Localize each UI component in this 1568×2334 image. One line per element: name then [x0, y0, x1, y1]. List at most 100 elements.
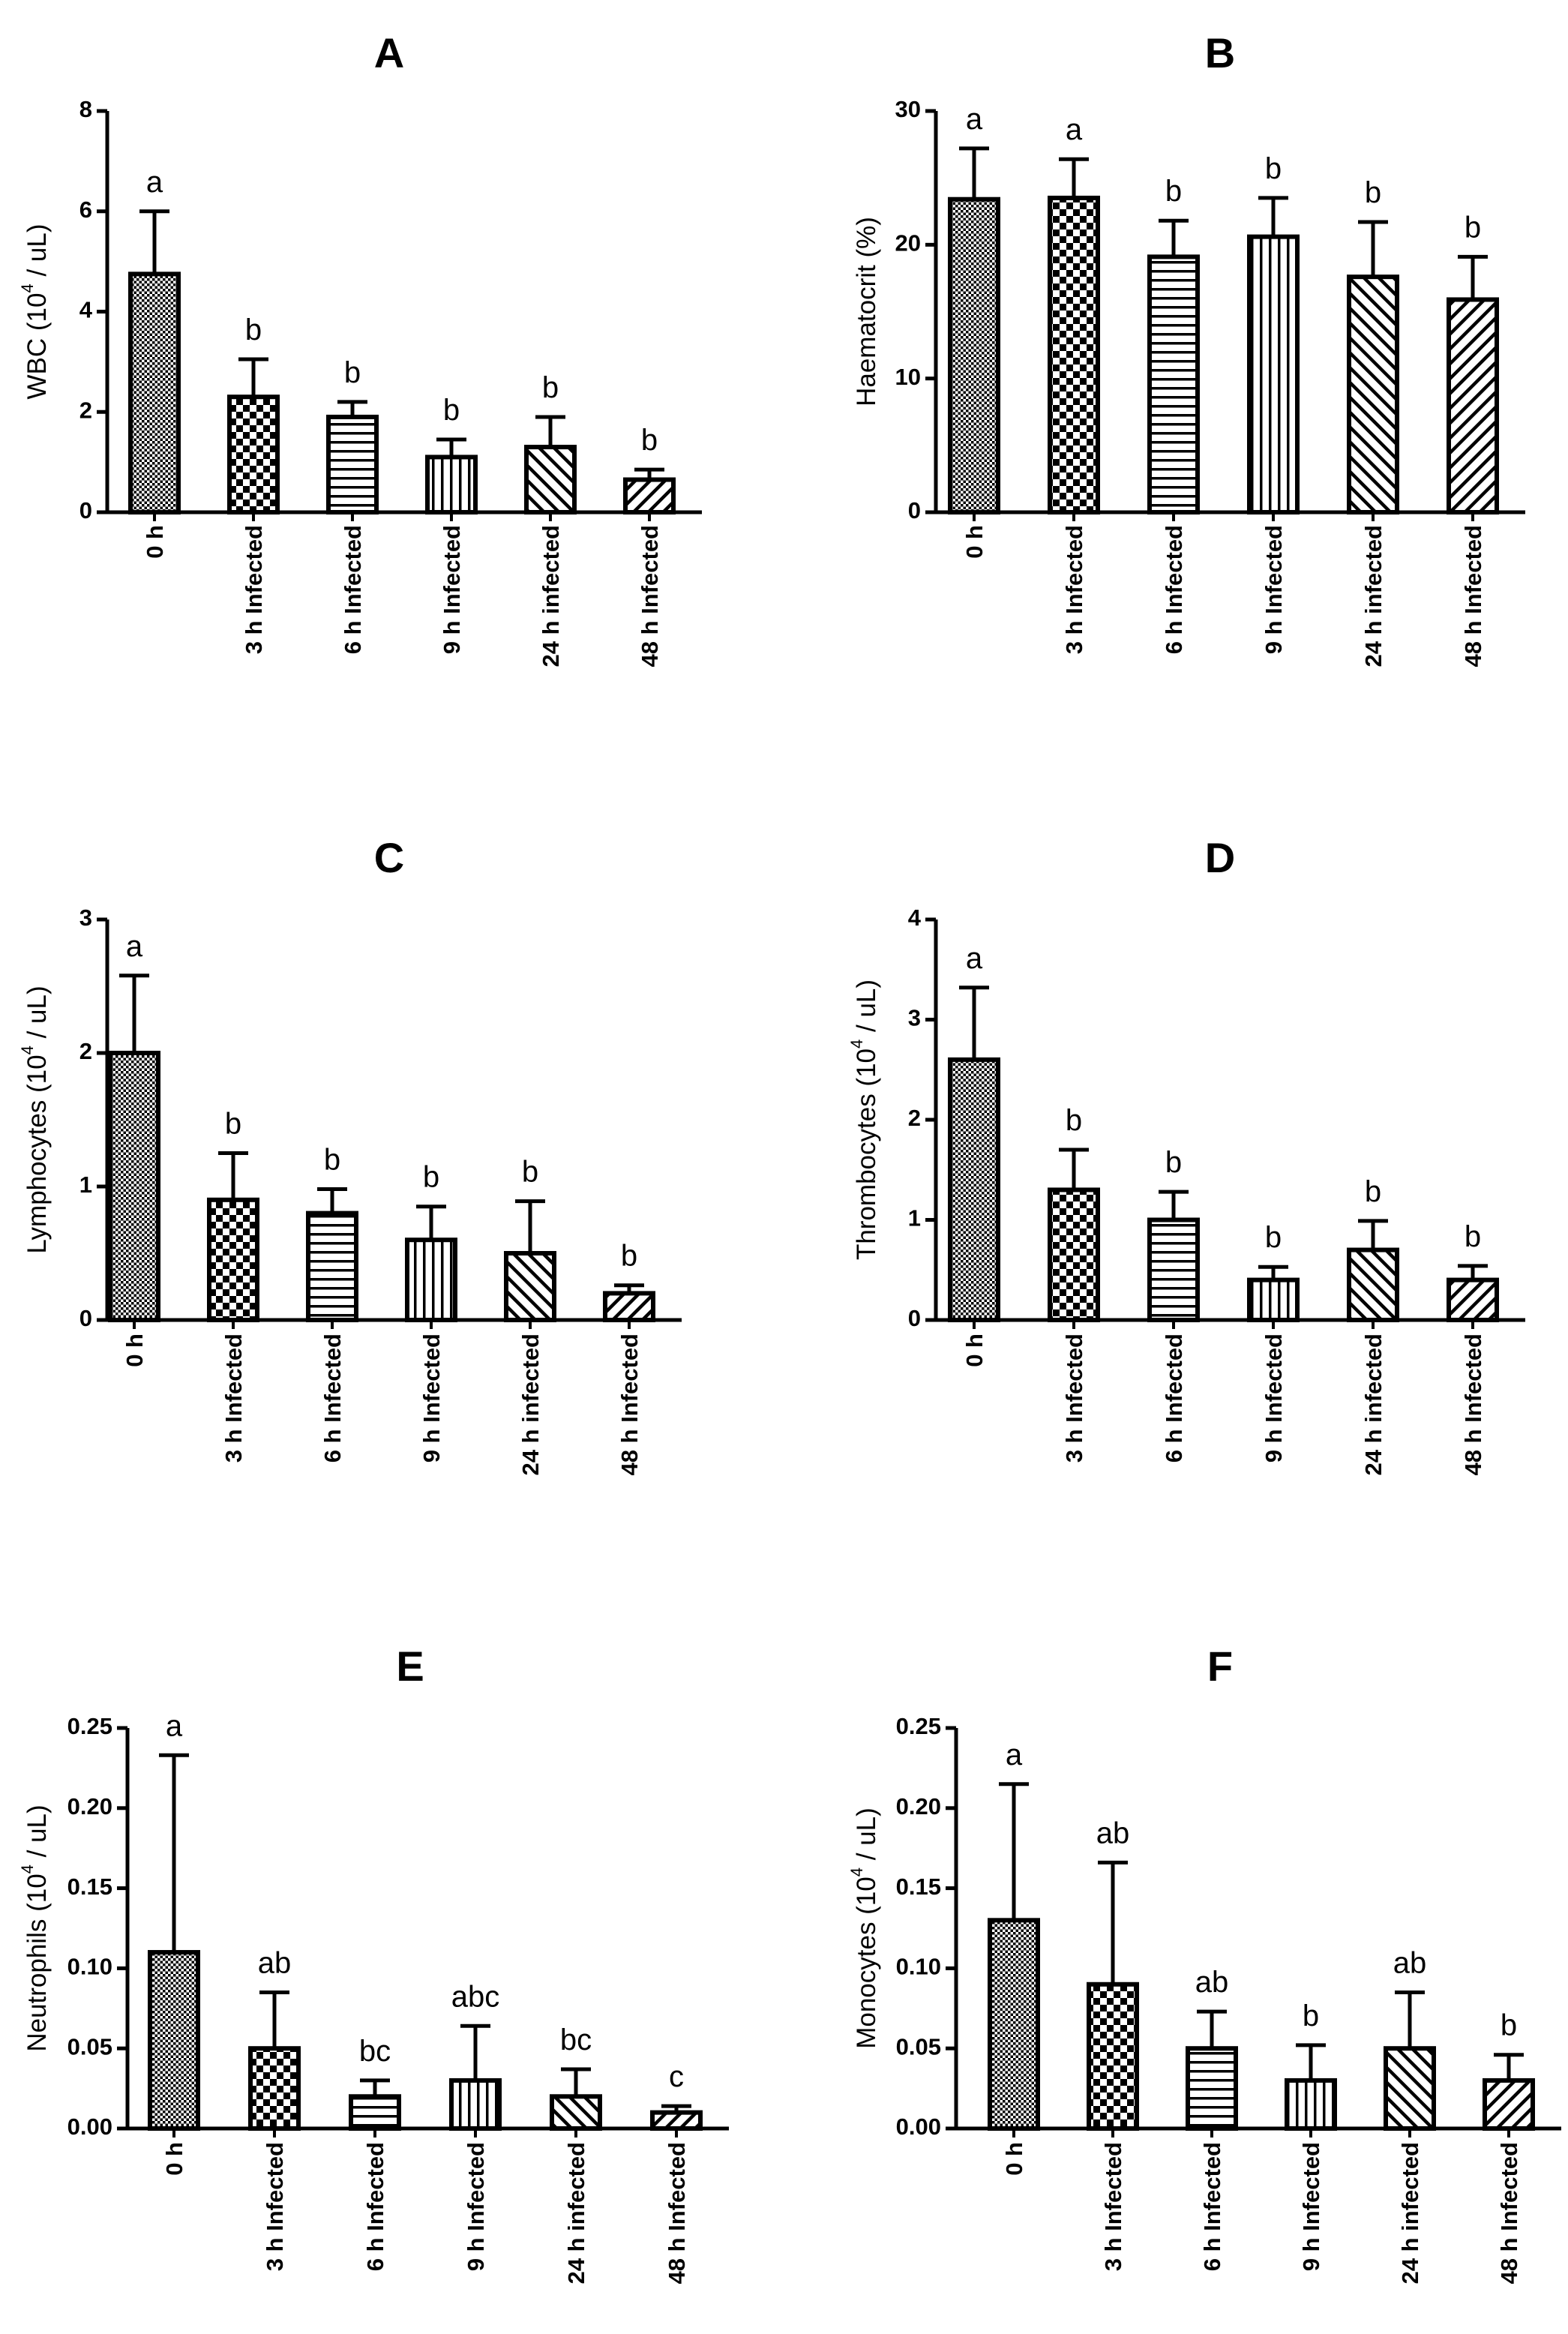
bar [524, 445, 577, 514]
category-label: 24 h infected [1397, 2142, 1423, 2284]
panel-title: C [374, 834, 404, 881]
panel-title: B [1205, 29, 1235, 76]
category-label: 24 h infected [538, 525, 564, 668]
panel-f: F 0.00 0.05 0.10 0.15 0.20 0.25 Monocytes (104 … [847, 1642, 1561, 2284]
y-tick-label: 0 [79, 1305, 92, 1331]
panel-b: B 0 10 20 30 Haematocrit (%) a 0 h a 3 h Infected… [852, 29, 1525, 668]
y-tick-label: 8 [79, 96, 92, 122]
bar [988, 1918, 1040, 2132]
y-tick-label: 0.15 [896, 1874, 941, 1900]
y-tick-label: 1 [79, 1172, 92, 1198]
significance-label: b [423, 1161, 439, 1194]
bar [227, 394, 280, 514]
bar [948, 196, 1000, 514]
y-tick-label: 3 [79, 904, 92, 931]
significance-label: ab [1195, 1966, 1229, 1999]
bar [349, 2094, 401, 2132]
y-tick-label: 0.00 [896, 2114, 941, 2140]
category-label: 24 h infected [517, 1334, 544, 1476]
category-label: 9 h Infected [1298, 2142, 1324, 2271]
significance-label: b [1365, 1175, 1381, 1208]
category-label: 9 h Infected [418, 1334, 445, 1462]
bar [1147, 1217, 1200, 1322]
panel-c: C 0 1 2 3 Lymphocytes (104 / uL) a 0 h b 3 h Infe… [18, 834, 682, 1476]
category-label: 24 h infected [1360, 525, 1387, 668]
y-axis-label: Lymphocytes (104 / uL) [18, 986, 52, 1253]
y-tick-label: 0 [908, 497, 921, 524]
significance-label: a [146, 166, 163, 199]
panel-d: D 0 1 2 3 4 Thrombocytes (104 / uL) a 0 h b 3 h In… [847, 834, 1525, 1476]
significance-label: b [1303, 2000, 1319, 2032]
category-label: 9 h Infected [1261, 525, 1287, 654]
bar [1048, 1187, 1100, 1322]
y-tick-label: 10 [895, 364, 921, 390]
category-label: 48 h Infected [637, 525, 663, 668]
y-tick-label: 20 [895, 230, 921, 256]
significance-label: b [1465, 211, 1481, 244]
category-label: 6 h Infected [1161, 525, 1187, 654]
category-label: 9 h Infected [463, 2142, 489, 2271]
significance-label: b [621, 1240, 637, 1273]
category-label: 0 h [121, 1334, 148, 1367]
significance-label: b [1365, 176, 1381, 209]
category-label: 0 h [142, 525, 168, 559]
y-tick-label: 4 [908, 904, 922, 931]
y-tick-label: 0.15 [67, 1874, 112, 1900]
significance-label: b [443, 394, 460, 427]
bar [1147, 254, 1200, 514]
bar [1447, 297, 1499, 514]
y-tick-label: 0.05 [67, 2033, 112, 2060]
bar [1347, 274, 1399, 514]
significance-label: b [344, 356, 361, 389]
y-tick-label: 0.10 [67, 1954, 112, 1980]
category-label: 6 h Infected [1161, 1334, 1187, 1462]
significance-label: b [1165, 175, 1182, 208]
category-label: 48 h Infected [1496, 2142, 1522, 2284]
bar [248, 2046, 301, 2131]
y-axis-label: Neutrophils (104 / uL) [18, 1804, 52, 2051]
y-tick-label: 4 [79, 297, 93, 323]
bar [207, 1197, 259, 1323]
category-label: 48 h Infected [664, 2142, 690, 2284]
bar [1447, 1277, 1499, 1322]
category-label: 0 h [961, 525, 988, 559]
category-label: 3 h Infected [1061, 525, 1087, 654]
significance-label: a [166, 1709, 183, 1742]
y-tick-label: 2 [79, 397, 92, 423]
significance-label: a [1006, 1738, 1023, 1772]
y-tick-label: 30 [895, 96, 921, 122]
significance-label: b [1265, 152, 1282, 185]
bar [603, 1291, 655, 1323]
bar [623, 477, 676, 514]
bar [148, 1950, 200, 2132]
y-tick-label: 0.10 [896, 1954, 941, 1980]
significance-label: b [1066, 1104, 1082, 1137]
bar [1247, 234, 1300, 514]
category-label: 3 h Infected [1100, 2142, 1126, 2271]
significance-label: a [966, 942, 983, 975]
category-label: 48 h Infected [616, 1334, 643, 1476]
significance-label: ab [1393, 1946, 1427, 1979]
panel-title: F [1207, 1642, 1233, 1690]
y-tick-label: 0.25 [896, 1713, 941, 1739]
y-tick-label: 6 [79, 196, 92, 223]
y-tick-label: 2 [908, 1105, 921, 1131]
category-label: 3 h Infected [220, 1334, 247, 1462]
significance-label: ab [258, 1946, 292, 1979]
bar [504, 1251, 556, 1322]
bar [449, 2078, 502, 2131]
bar [1048, 195, 1100, 514]
y-tick-label: 0 [908, 1305, 921, 1331]
bar [425, 454, 478, 514]
category-label: 24 h infected [563, 2142, 589, 2284]
y-axis-label: Thrombocytes (104 / uL) [847, 980, 881, 1260]
bar [108, 1051, 160, 1322]
bar [550, 2094, 602, 2132]
significance-label: b [1465, 1220, 1481, 1253]
significance-label: b [1265, 1221, 1282, 1254]
significance-label: b [1165, 1146, 1182, 1179]
bar [1384, 2046, 1436, 2131]
significance-label: b [324, 1144, 340, 1177]
significance-label: a [966, 103, 983, 136]
bar [405, 1238, 457, 1322]
